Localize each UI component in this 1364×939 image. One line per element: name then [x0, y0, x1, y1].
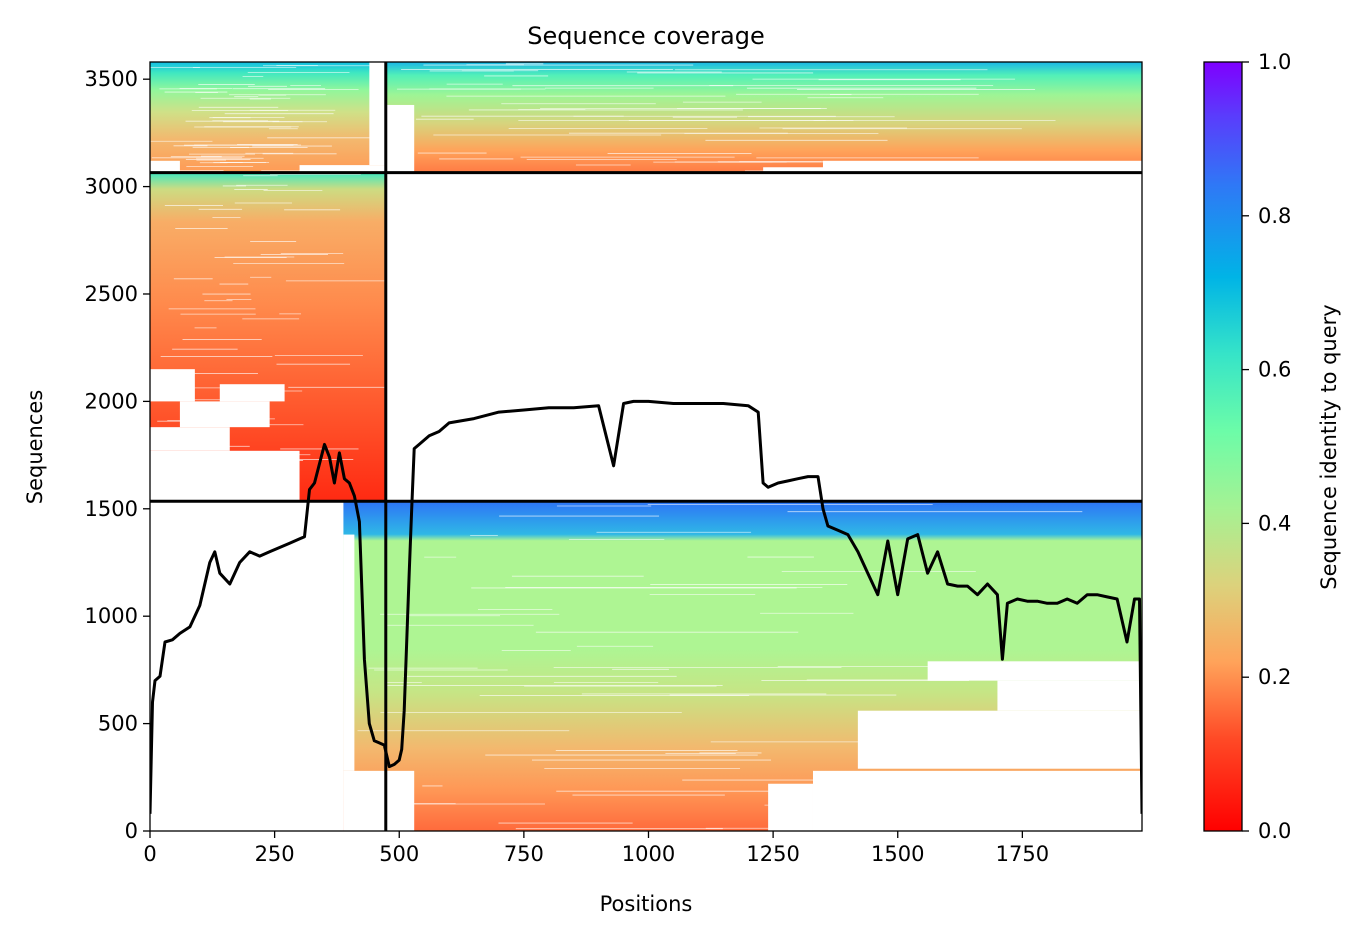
y-tick-label: 2500	[85, 282, 138, 306]
colorbar-tick-label: 0.8	[1258, 204, 1291, 228]
coverage-gap	[150, 369, 195, 402]
colorbar-tick-label: 0.6	[1258, 358, 1291, 382]
coverage-gap	[927, 661, 1142, 681]
colorbar-tick-label: 0.0	[1258, 819, 1291, 843]
colorbar-ticks: 0.0 0.2 0.4 0.6 0.8 1.0	[1242, 50, 1291, 843]
x-tick-label: 1500	[871, 842, 924, 866]
x-axis-ticks: 0 250 500 750 1000 1250 1500 1750	[143, 831, 1049, 866]
coverage-gap	[812, 770, 1142, 831]
chain-boundaries	[150, 62, 1142, 831]
y-tick-label: 1500	[85, 497, 138, 521]
x-tick-label: 0	[143, 842, 156, 866]
coverage-gap	[763, 167, 1142, 173]
y-tick-label: 500	[98, 712, 138, 736]
coverage-gap	[997, 680, 1142, 711]
y-axis-label: Sequences	[23, 390, 47, 505]
x-tick-label: 250	[255, 842, 295, 866]
coverage-gap	[369, 62, 386, 166]
x-tick-label: 1750	[996, 842, 1049, 866]
colorbar-tick-label: 0.4	[1258, 511, 1291, 535]
chart-title: Sequence coverage	[527, 22, 764, 50]
coverage-gap	[343, 770, 415, 831]
x-tick-label: 500	[379, 842, 419, 866]
coverage-gap	[385, 104, 415, 173]
coverage-gap	[150, 160, 180, 173]
coverage-gap	[343, 534, 355, 771]
coverage-gap	[299, 165, 386, 173]
x-tick-label: 1000	[622, 842, 675, 866]
coverage-gap	[150, 450, 300, 502]
coverage-gap	[857, 710, 1142, 769]
y-tick-label: 2000	[85, 389, 138, 413]
coverage-gap	[150, 427, 230, 451]
colorbar-tick-label: 0.2	[1258, 665, 1291, 689]
colorbar	[1203, 61, 1243, 832]
y-axis-ticks: 0 500 1000 1500 2000 2500 3000 3500	[85, 67, 150, 843]
coverage-gap	[179, 401, 270, 428]
x-axis-label: Positions	[600, 892, 693, 916]
y-tick-label: 1000	[85, 604, 138, 628]
x-tick-label: 750	[504, 842, 544, 866]
plot-frame	[149, 61, 1143, 832]
y-tick-label: 0	[125, 819, 138, 843]
x-tick-label: 1250	[746, 842, 799, 866]
coverage-line	[150, 399, 1142, 814]
coverage-gaps	[150, 62, 1142, 831]
coverage-gap	[822, 160, 1142, 173]
plot-area	[150, 62, 1142, 831]
y-tick-label: 3000	[85, 175, 138, 199]
block-top-right	[385, 62, 1142, 173]
colorbar-tick-label: 1.0	[1258, 50, 1291, 74]
colorbar-label: Sequence identity to query	[1317, 304, 1341, 589]
coverage-gap	[219, 384, 285, 402]
y-tick-label: 3500	[85, 67, 138, 91]
